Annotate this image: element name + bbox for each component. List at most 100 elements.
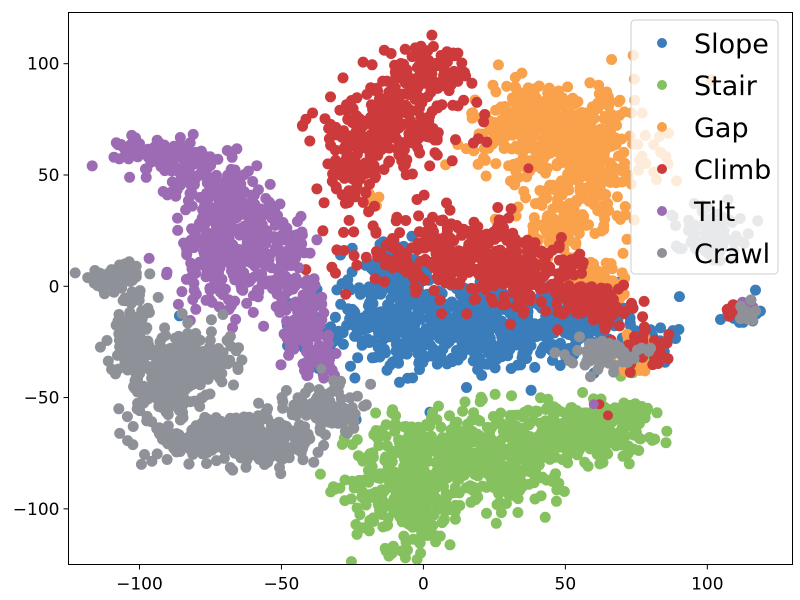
data-point [485,231,497,243]
data-point [149,390,161,402]
data-point [372,498,384,510]
data-point [514,104,526,116]
data-point [541,162,553,174]
data-point [216,376,228,388]
data-point [495,407,507,419]
data-point [256,249,268,261]
data-point [283,285,294,297]
data-point [414,343,425,355]
data-point [421,351,433,363]
data-point [273,263,285,274]
data-point [605,130,617,142]
data-point [394,97,406,109]
data-point [578,139,589,151]
data-point [180,273,192,285]
data-point [275,359,287,371]
data-point [187,294,199,305]
data-point [121,411,133,423]
data-point [546,278,558,290]
data-point [472,158,484,170]
data-point [457,405,469,417]
data-point [464,436,476,448]
data-point [171,366,183,378]
data-point [624,366,636,378]
data-point [403,103,414,115]
data-point [94,341,106,353]
data-point [365,262,377,274]
data-point [156,160,168,172]
data-point [213,343,224,354]
data-point [527,414,539,426]
data-point [114,427,126,439]
data-point [409,502,421,513]
data-point [458,469,470,481]
data-point [468,137,479,149]
data-point [172,298,184,310]
data-point [636,400,648,412]
data-point [494,270,506,282]
data-point [466,414,478,426]
data-point [326,175,338,187]
data-point [420,120,432,132]
data-point [215,415,227,427]
data-point [471,96,483,108]
data-point [599,433,611,445]
data-point [400,247,412,259]
data-point [345,493,357,505]
data-point [559,418,571,430]
data-point [342,114,354,125]
data-point [673,291,685,303]
data-point [478,306,490,318]
data-point [414,59,425,71]
data-point [248,201,260,213]
data-point [612,283,624,295]
data-point [346,95,357,106]
data-point [402,481,414,493]
data-point [576,260,588,272]
data-point [466,112,478,124]
data-point [173,330,185,342]
data-point [412,237,424,249]
data-point [311,234,323,246]
data-point [649,433,661,445]
data-point [474,415,486,427]
data-point [280,302,292,314]
data-point [635,433,647,445]
data-point [568,224,579,236]
data-point [661,337,673,349]
data-point [651,407,663,419]
data-point [357,121,369,132]
data-point [449,50,460,62]
data-point [475,391,487,403]
data-point [176,286,188,298]
data-point [606,54,618,65]
data-point [483,442,495,454]
data-point [349,185,361,197]
data-point [333,325,345,337]
data-point [374,310,386,322]
data-point [156,149,168,161]
data-point [370,407,382,419]
data-point [553,254,565,266]
data-point [297,289,309,301]
data-point [430,57,442,69]
data-point [491,353,503,365]
data-point [607,162,619,174]
data-point [358,131,370,143]
data-point [360,251,372,263]
data-point [189,361,201,373]
data-point [489,362,501,374]
data-point [155,426,167,438]
data-point [498,120,510,131]
data-point [444,430,456,442]
data-point [512,123,524,135]
data-point [515,259,527,271]
data-point [306,308,318,320]
data-point [431,322,443,334]
data-point [206,444,218,456]
data-point [336,438,348,450]
data-point [541,474,553,486]
data-point [128,351,140,363]
data-point [247,306,259,318]
data-point [325,118,336,130]
